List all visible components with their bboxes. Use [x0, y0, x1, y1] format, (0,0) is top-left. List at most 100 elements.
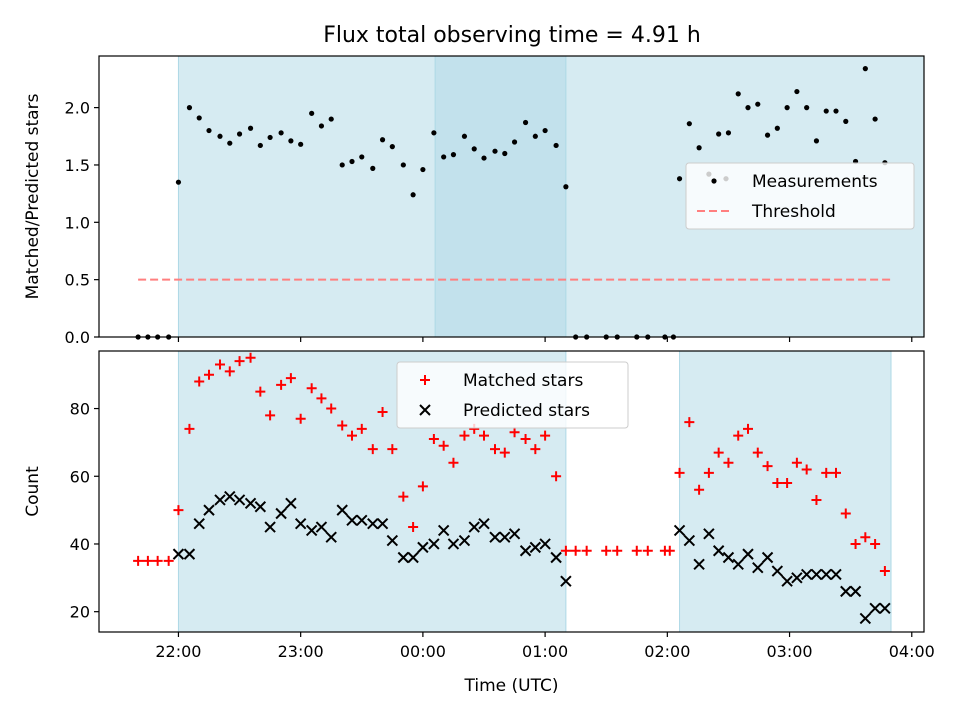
data-point	[233, 494, 246, 506]
legend: Measurements Threshold	[685, 162, 915, 230]
data-point	[519, 545, 532, 557]
shaded-region	[679, 351, 891, 632]
data-point	[722, 551, 735, 564]
data-point	[696, 145, 702, 151]
data-point	[860, 532, 871, 543]
data-point	[227, 140, 233, 146]
data-point	[356, 514, 368, 526]
data-point	[142, 555, 153, 566]
data-point	[664, 545, 675, 556]
data-point	[772, 478, 783, 489]
data-point	[183, 548, 196, 560]
data-point	[791, 457, 802, 468]
data-point	[359, 154, 365, 160]
data-point	[441, 154, 447, 160]
data-point	[631, 545, 642, 556]
data-point	[755, 101, 761, 107]
data-point	[478, 517, 490, 530]
data-point	[820, 568, 832, 581]
data-point	[745, 105, 751, 111]
data-point	[550, 551, 562, 564]
data-point	[326, 403, 337, 414]
data-point	[214, 494, 226, 506]
data-point	[305, 524, 318, 537]
data-point	[408, 522, 419, 533]
data-point	[437, 524, 450, 537]
data-point	[234, 356, 245, 367]
data-point	[674, 467, 685, 478]
data-point	[511, 139, 518, 145]
data-point	[529, 541, 542, 554]
data-point	[479, 430, 489, 441]
data-point	[398, 491, 409, 502]
data-point	[581, 545, 592, 556]
bottom-panel: 20 40 60 80 22:00 23:00 00:00 01:00 02:00 03:00 04…	[23, 350, 935, 696]
legend-label: Predicted stars	[463, 401, 590, 421]
y-axis-label: Matched/Predicted stars	[23, 93, 43, 299]
data-point	[431, 130, 437, 136]
series-matched-stars	[133, 352, 890, 577]
data-point	[257, 142, 263, 149]
data-point	[447, 538, 460, 550]
legend-swatch	[419, 404, 431, 416]
data-point	[804, 105, 810, 111]
data-point	[794, 88, 800, 95]
data-point	[831, 467, 841, 478]
data-point	[175, 179, 182, 185]
data-point	[224, 366, 235, 377]
data-point	[379, 137, 386, 143]
data-point	[309, 110, 315, 116]
data-point	[194, 376, 205, 387]
data-point	[325, 531, 337, 543]
x-tick-label: 00:00	[400, 642, 446, 661]
data-point	[133, 555, 144, 566]
data-point	[461, 133, 468, 139]
data-point	[771, 565, 784, 577]
data-point	[811, 494, 822, 505]
legend-box	[685, 162, 915, 230]
data-point	[459, 430, 470, 441]
data-point	[733, 430, 744, 441]
data-point	[267, 134, 273, 141]
data-point	[278, 130, 284, 136]
data-point	[642, 545, 653, 556]
data-point	[833, 108, 839, 114]
data-point	[288, 138, 294, 144]
data-point	[862, 66, 868, 72]
data-point	[295, 413, 306, 424]
data-point	[540, 430, 551, 441]
data-point	[376, 517, 389, 530]
data-point	[879, 602, 891, 615]
data-point	[386, 534, 399, 547]
series-predicted-stars	[172, 490, 891, 625]
data-point	[784, 105, 790, 111]
data-point	[539, 538, 551, 550]
data-point	[761, 551, 774, 564]
data-point	[782, 478, 793, 489]
data-point	[265, 410, 276, 421]
data-point	[522, 119, 529, 126]
data-point	[468, 521, 480, 533]
data-point	[215, 359, 225, 370]
data-point	[870, 538, 881, 549]
data-point	[703, 528, 715, 540]
data-point	[206, 127, 212, 134]
data-point	[563, 184, 569, 190]
data-point	[612, 545, 623, 556]
y-tick-label: 1.0	[65, 213, 90, 232]
top-panel: 0.0 0.5 1.0 1.5 2.0 Matched/Predicted stars Me…	[23, 55, 925, 347]
y-tick-label: 80	[70, 400, 90, 419]
data-point	[703, 467, 714, 478]
data-point	[193, 517, 205, 530]
data-point	[285, 497, 297, 510]
data-point	[830, 568, 842, 581]
x-axis-label: Time (UTC)	[464, 676, 559, 696]
x-tick-label: 23:00	[278, 642, 324, 661]
data-point	[356, 423, 367, 434]
data-point	[336, 504, 348, 516]
data-point	[347, 430, 357, 441]
legend-label: Threshold	[751, 202, 836, 222]
data-point	[318, 123, 325, 129]
x-tick-label: 04:00	[889, 642, 935, 661]
data-point	[821, 467, 832, 478]
